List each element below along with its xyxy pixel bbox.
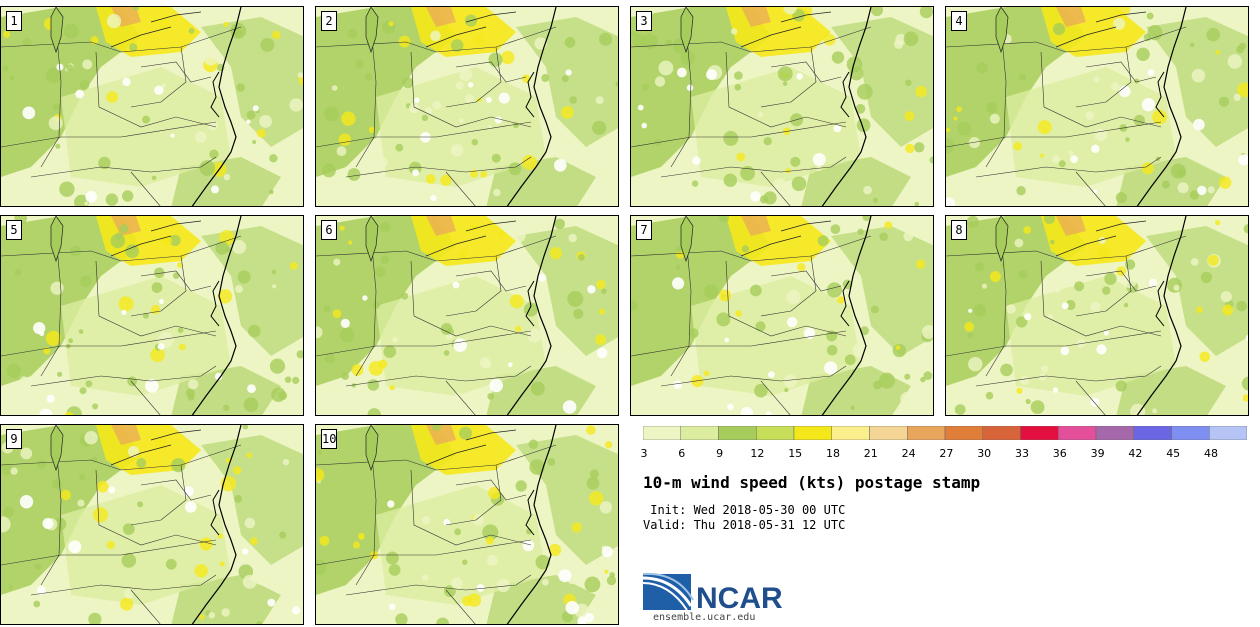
member-panel: 4 bbox=[945, 6, 1249, 207]
colorbar-segment bbox=[1058, 426, 1097, 440]
member-number: 4 bbox=[951, 11, 967, 31]
colorbar-tick-label: 33 bbox=[1015, 447, 1029, 460]
member-panel: 5 bbox=[0, 215, 304, 416]
wind-speed-map bbox=[1, 425, 303, 624]
member-number: 2 bbox=[321, 11, 337, 31]
member-panel: 9 bbox=[0, 424, 304, 625]
colorbar-tick-label: 15 bbox=[788, 447, 803, 460]
member-number: 5 bbox=[6, 220, 22, 240]
member-panel: 2 bbox=[315, 6, 619, 207]
colorbar-segment bbox=[756, 426, 795, 440]
wind-speed-map bbox=[631, 7, 933, 206]
colorbar-segment bbox=[982, 426, 1021, 440]
site-url: ensemble.ucar.edu bbox=[653, 612, 756, 623]
member-panel: 10 bbox=[315, 424, 619, 625]
wind-speed-colorbar bbox=[643, 426, 1247, 440]
member-number: 9 bbox=[6, 429, 22, 449]
init-time: Init: Wed 2018-05-30 00 UTC bbox=[643, 503, 846, 517]
wind-speed-map bbox=[316, 7, 618, 206]
ncar-logo-text: NCAR bbox=[696, 582, 783, 614]
wind-speed-map bbox=[946, 7, 1248, 206]
member-number: 7 bbox=[636, 220, 652, 240]
wind-speed-map bbox=[316, 425, 618, 624]
colorbar-tick-label: 30 bbox=[977, 447, 992, 460]
wind-speed-map bbox=[631, 216, 933, 415]
colorbar-tick-label: 39 bbox=[1090, 447, 1105, 460]
colorbar-tick-label: 3 bbox=[640, 447, 648, 460]
colorbar-tick-label: 27 bbox=[939, 447, 954, 460]
wind-speed-map bbox=[1, 216, 303, 415]
colorbar-tick-label: 24 bbox=[901, 447, 916, 460]
product-title: 10-m wind speed (kts) postage stamp bbox=[643, 473, 981, 492]
colorbar-tick-label: 12 bbox=[750, 447, 765, 460]
colorbar-segment bbox=[1209, 426, 1247, 440]
colorbar-segment bbox=[793, 426, 832, 440]
wind-speed-map bbox=[946, 216, 1248, 415]
colorbar-tick-label: 21 bbox=[863, 447, 878, 460]
colorbar-segment bbox=[643, 426, 681, 440]
colorbar-segment bbox=[1171, 426, 1210, 440]
colorbar-segment bbox=[831, 426, 870, 440]
member-number: 3 bbox=[636, 11, 652, 31]
ncar-logo: NCAR bbox=[643, 572, 783, 614]
member-panel: 3 bbox=[630, 6, 934, 207]
colorbar-segment bbox=[1020, 426, 1059, 440]
colorbar-tick-label: 48 bbox=[1204, 447, 1218, 460]
colorbar-tick-label: 36 bbox=[1052, 447, 1067, 460]
member-panel: 8 bbox=[945, 215, 1249, 416]
member-number: 10 bbox=[321, 429, 337, 449]
member-number: 1 bbox=[6, 11, 22, 31]
valid-time: Valid: Thu 2018-05-31 12 UTC bbox=[643, 518, 846, 532]
wind-speed-map bbox=[1, 7, 303, 206]
colorbar-segment bbox=[944, 426, 983, 440]
colorbar-segment bbox=[1095, 426, 1134, 440]
member-number: 6 bbox=[321, 220, 337, 240]
member-panel: 6 bbox=[315, 215, 619, 416]
member-panel: 7 bbox=[630, 215, 934, 416]
colorbar-tick-label: 9 bbox=[716, 447, 724, 460]
colorbar-segment bbox=[718, 426, 757, 440]
colorbar-tick-label: 18 bbox=[826, 447, 840, 460]
colorbar-tick-label: 45 bbox=[1166, 447, 1181, 460]
member-number: 8 bbox=[951, 220, 967, 240]
colorbar-segment bbox=[907, 426, 946, 440]
colorbar-tick-label: 6 bbox=[678, 447, 686, 460]
colorbar-segment bbox=[869, 426, 908, 440]
colorbar-segment bbox=[1133, 426, 1172, 440]
wind-speed-map bbox=[316, 216, 618, 415]
colorbar-segment bbox=[680, 426, 719, 440]
colorbar-tick-label: 42 bbox=[1128, 447, 1143, 460]
member-panel: 1 bbox=[0, 6, 304, 207]
